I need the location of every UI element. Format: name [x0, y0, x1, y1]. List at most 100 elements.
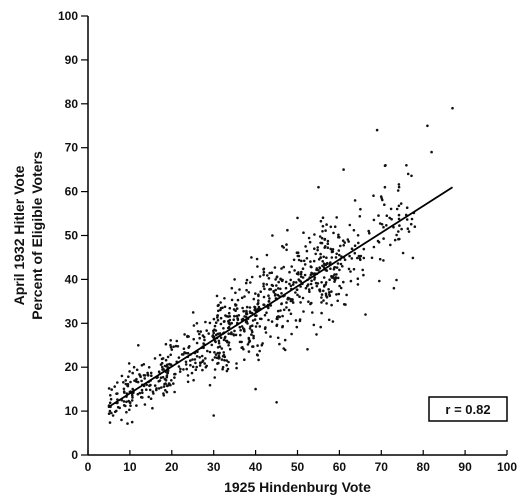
data-point	[229, 332, 233, 336]
y-tick-label: 0	[71, 448, 78, 462]
data-point	[299, 272, 303, 276]
data-point	[285, 306, 288, 309]
data-point	[146, 374, 150, 377]
data-point	[317, 258, 321, 261]
data-point	[318, 288, 322, 291]
data-point	[213, 324, 217, 328]
data-point	[254, 314, 257, 318]
data-point	[190, 371, 194, 375]
data-point	[220, 347, 224, 350]
data-point	[396, 189, 400, 192]
data-point	[202, 342, 205, 345]
data-point	[329, 261, 332, 264]
data-point	[319, 325, 323, 329]
data-point	[309, 265, 313, 268]
data-point	[148, 384, 151, 388]
data-point	[298, 318, 302, 321]
x-tick-label: 100	[497, 460, 517, 474]
data-point	[131, 394, 134, 397]
data-point	[250, 311, 254, 315]
data-point	[242, 310, 245, 313]
data-point	[237, 314, 241, 317]
data-point	[126, 422, 129, 425]
data-point	[227, 344, 230, 347]
data-point	[393, 238, 397, 242]
data-point	[221, 365, 225, 369]
data-point	[319, 252, 322, 256]
data-point	[285, 301, 288, 304]
data-point	[212, 329, 215, 333]
data-point	[358, 215, 362, 218]
data-point	[198, 364, 202, 367]
data-point	[207, 332, 210, 335]
data-point	[116, 405, 120, 409]
data-point	[342, 280, 345, 284]
data-point	[226, 367, 230, 371]
data-point	[182, 347, 186, 351]
data-point	[326, 246, 330, 249]
data-point	[258, 325, 262, 328]
data-point	[368, 231, 371, 235]
data-point	[211, 358, 214, 362]
data-point	[256, 301, 260, 305]
data-point	[353, 199, 357, 202]
data-point	[198, 336, 201, 340]
data-point	[289, 284, 293, 288]
data-point	[131, 396, 134, 399]
data-point	[290, 332, 293, 336]
data-point	[122, 387, 126, 391]
data-point	[281, 244, 284, 248]
data-point	[249, 325, 252, 328]
y-tick-label: 90	[65, 53, 79, 67]
data-point	[212, 317, 216, 321]
data-point	[263, 313, 267, 317]
data-point	[146, 371, 149, 375]
data-point	[182, 368, 185, 371]
data-point	[337, 292, 341, 296]
data-point	[347, 240, 351, 243]
data-point	[265, 283, 269, 286]
data-point	[270, 320, 274, 323]
data-point	[195, 365, 198, 369]
data-point	[219, 316, 223, 320]
data-point	[413, 225, 417, 228]
data-point	[344, 303, 347, 306]
data-point	[328, 294, 332, 298]
data-point	[165, 390, 169, 394]
data-point	[250, 275, 254, 279]
data-point	[219, 322, 223, 326]
data-point	[113, 410, 117, 414]
data-point	[208, 350, 212, 354]
data-point	[122, 390, 126, 393]
data-point	[389, 207, 393, 211]
data-point	[203, 362, 206, 365]
data-point	[165, 384, 169, 387]
data-point	[250, 256, 253, 259]
data-point	[201, 334, 205, 337]
data-point	[216, 332, 219, 336]
data-point	[243, 358, 246, 362]
data-point	[395, 233, 398, 237]
data-point	[409, 222, 413, 226]
data-point	[262, 282, 265, 286]
data-point	[219, 306, 223, 310]
data-point	[305, 257, 309, 260]
data-point	[341, 239, 345, 242]
data-point	[203, 338, 206, 342]
data-point	[219, 301, 222, 304]
data-point	[372, 218, 376, 222]
data-point	[330, 290, 333, 293]
data-point	[329, 267, 332, 271]
data-point	[309, 302, 312, 306]
data-point	[303, 273, 307, 277]
data-point	[324, 245, 327, 248]
data-point	[220, 358, 224, 361]
data-point	[307, 288, 311, 291]
data-point	[312, 259, 316, 263]
data-point	[385, 214, 389, 217]
data-point	[153, 384, 157, 387]
data-point	[238, 325, 242, 329]
data-point	[362, 256, 366, 260]
data-point	[451, 106, 454, 110]
y-tick-label: 30	[65, 316, 79, 330]
